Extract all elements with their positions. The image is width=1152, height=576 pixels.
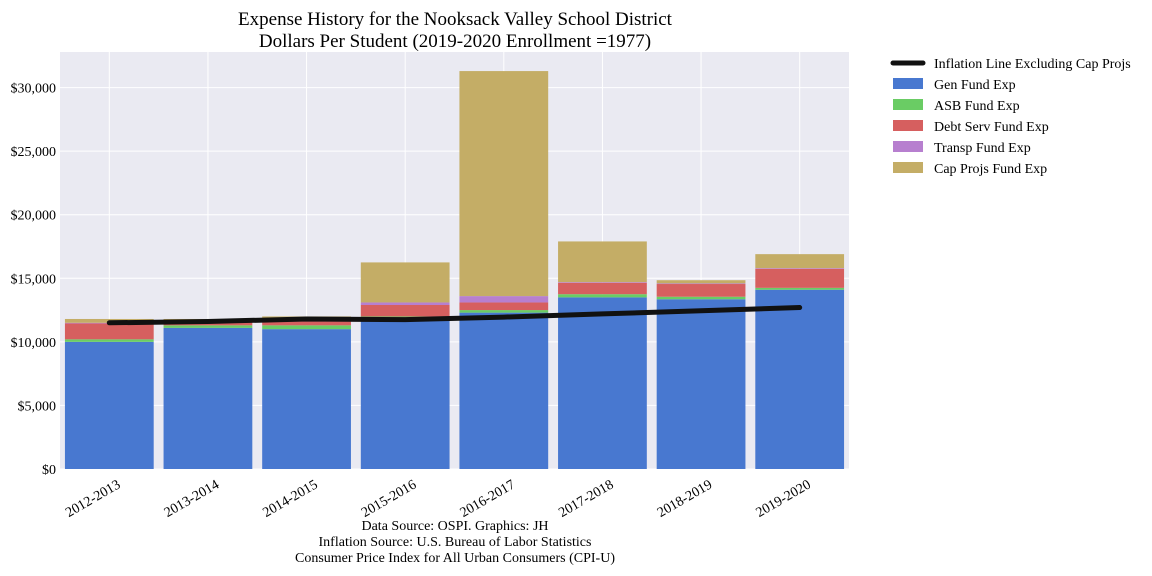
chart-subtitle: Dollars Per Student (2019-2020 Enrollmen… bbox=[259, 31, 651, 52]
y-tick-label: $15,000 bbox=[11, 272, 57, 287]
legend-label: Gen Fund Exp bbox=[934, 78, 1016, 93]
x-tick-label: 2014-2015 bbox=[261, 477, 321, 520]
x-tick-label: 2018-2019 bbox=[655, 477, 715, 520]
bar-cap-projs-fund-exp-2015-2016 bbox=[360, 262, 450, 303]
bar-gen-fund-exp-2014-2015 bbox=[262, 329, 351, 469]
bar-transp-fund-exp-2019-2020 bbox=[755, 268, 845, 269]
legend-swatch-debt-serv-fund-exp bbox=[893, 120, 923, 131]
y-tick-label: $25,000 bbox=[11, 145, 57, 160]
bar-debt-serv-fund-exp-2015-2016 bbox=[360, 304, 450, 317]
bar-gen-fund-exp-2017-2018 bbox=[558, 297, 647, 469]
legend-swatch-asb-fund-exp bbox=[893, 99, 923, 110]
x-tick-label: 2013-2014 bbox=[162, 477, 222, 520]
x-tick-label: 2015-2016 bbox=[359, 477, 419, 520]
bar-transp-fund-exp-2015-2016 bbox=[360, 302, 450, 305]
bar-asb-fund-exp-2018-2019 bbox=[656, 296, 746, 300]
y-tick-label: $5,000 bbox=[18, 399, 57, 414]
bar-cap-projs-fund-exp-2017-2018 bbox=[558, 241, 647, 283]
source-line-1: Data Source: OSPI. Graphics: JH bbox=[361, 519, 548, 534]
bar-transp-fund-exp-2018-2019 bbox=[656, 283, 746, 285]
bar-cap-projs-fund-exp-2016-2017 bbox=[459, 71, 549, 297]
legend-swatch-cap-projs-fund-exp bbox=[893, 162, 923, 173]
bar-cap-projs-fund-exp-2019-2020 bbox=[755, 254, 845, 269]
bar-asb-fund-exp-2016-2017 bbox=[459, 310, 549, 313]
legend-label: Inflation Line Excluding Cap Projs bbox=[934, 57, 1131, 72]
legend-label: ASB Fund Exp bbox=[934, 99, 1020, 114]
legend-label: Cap Projs Fund Exp bbox=[934, 162, 1047, 177]
y-tick-labels: $0 $5,000 $10,000 $15,000 $20,000 $25,000 $30,… bbox=[11, 82, 57, 478]
legend: Inflation Line Excluding Cap Projs Gen Fu… bbox=[890, 57, 1131, 177]
bar-transp-fund-exp-2017-2018 bbox=[558, 282, 647, 283]
bar-debt-serv-fund-exp-2018-2019 bbox=[656, 284, 746, 297]
y-tick-label: $0 bbox=[42, 463, 56, 478]
x-tick-label: 2017-2018 bbox=[556, 477, 616, 520]
x-tick-label: 2019-2020 bbox=[754, 477, 814, 520]
chart-title: Expense History for the Nooksack Valley … bbox=[238, 9, 673, 30]
bar-transp-fund-exp-2016-2017 bbox=[459, 296, 549, 303]
bar-debt-serv-fund-exp-2012-2013 bbox=[64, 323, 154, 340]
y-tick-label: $20,000 bbox=[11, 209, 57, 224]
bar-gen-fund-exp-2015-2016 bbox=[360, 318, 450, 469]
inflation-line-group bbox=[106, 305, 803, 326]
bar-debt-serv-fund-exp-2016-2017 bbox=[459, 302, 549, 311]
inflation-line bbox=[106, 305, 803, 326]
bar-gen-fund-exp-2018-2019 bbox=[656, 299, 746, 469]
bar-cap-projs-fund-exp-2018-2019 bbox=[656, 280, 746, 284]
source-line-2: Inflation Source: U.S. Bureau of Labor S… bbox=[319, 535, 592, 550]
bar-debt-serv-fund-exp-2014-2015 bbox=[262, 321, 351, 326]
legend-label: Debt Serv Fund Exp bbox=[934, 120, 1049, 135]
y-tick-label: $30,000 bbox=[11, 82, 57, 97]
x-tick-labels: 2012-2013 2013-2014 2014-2015 2015-2016 2016… bbox=[63, 477, 813, 520]
bar-debt-serv-fund-exp-2019-2020 bbox=[755, 268, 845, 288]
bar-gen-fund-exp-2013-2014 bbox=[163, 327, 253, 469]
bar-gen-fund-exp-2019-2020 bbox=[755, 289, 845, 469]
bar-asb-fund-exp-2017-2018 bbox=[558, 294, 647, 298]
bar-gen-fund-exp-2012-2013 bbox=[64, 341, 154, 469]
x-tick-label: 2012-2013 bbox=[63, 477, 123, 520]
y-tick-label: $10,000 bbox=[11, 336, 57, 351]
source-line-3: Consumer Price Index for All Urban Consu… bbox=[295, 551, 615, 566]
bar-debt-serv-fund-exp-2017-2018 bbox=[558, 282, 647, 295]
bar-asb-fund-exp-2013-2014 bbox=[163, 325, 253, 328]
bar-asb-fund-exp-2019-2020 bbox=[755, 287, 845, 290]
bar-gen-fund-exp-2016-2017 bbox=[459, 312, 549, 469]
bars bbox=[64, 71, 845, 469]
x-tick-label: 2016-2017 bbox=[458, 477, 518, 520]
bar-asb-fund-exp-2014-2015 bbox=[262, 325, 351, 330]
legend-swatch-transp-fund-exp bbox=[893, 141, 923, 152]
legend-swatch-gen-fund-exp bbox=[893, 78, 923, 89]
bar-asb-fund-exp-2012-2013 bbox=[64, 339, 154, 342]
legend-label: Transp Fund Exp bbox=[934, 141, 1031, 156]
